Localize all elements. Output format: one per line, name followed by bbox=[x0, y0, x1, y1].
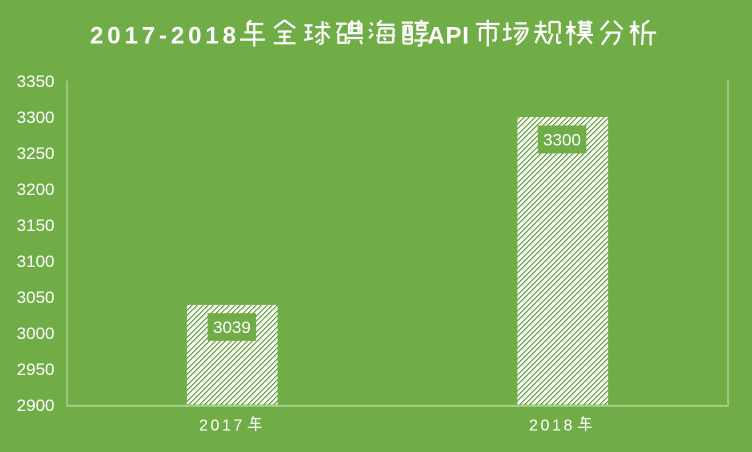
svg-text:3300: 3300 bbox=[543, 131, 581, 150]
svg-text:3100: 3100 bbox=[17, 252, 55, 271]
svg-text:3250: 3250 bbox=[17, 144, 55, 163]
svg-text:2950: 2950 bbox=[17, 360, 55, 379]
svg-text:2017-2018: 2017-2018 bbox=[90, 23, 240, 50]
svg-text:3200: 3200 bbox=[17, 180, 55, 199]
svg-text:3050: 3050 bbox=[17, 288, 55, 307]
svg-text:2900: 2900 bbox=[17, 396, 55, 415]
svg-text:3300: 3300 bbox=[17, 108, 55, 127]
svg-text:2017: 2017 bbox=[199, 418, 245, 435]
svg-text:3039: 3039 bbox=[213, 318, 251, 337]
svg-text:3000: 3000 bbox=[17, 324, 55, 343]
svg-text:3350: 3350 bbox=[17, 72, 55, 91]
svg-text:2018: 2018 bbox=[529, 418, 575, 435]
svg-text:API: API bbox=[428, 23, 470, 50]
svg-text:3150: 3150 bbox=[17, 216, 55, 235]
